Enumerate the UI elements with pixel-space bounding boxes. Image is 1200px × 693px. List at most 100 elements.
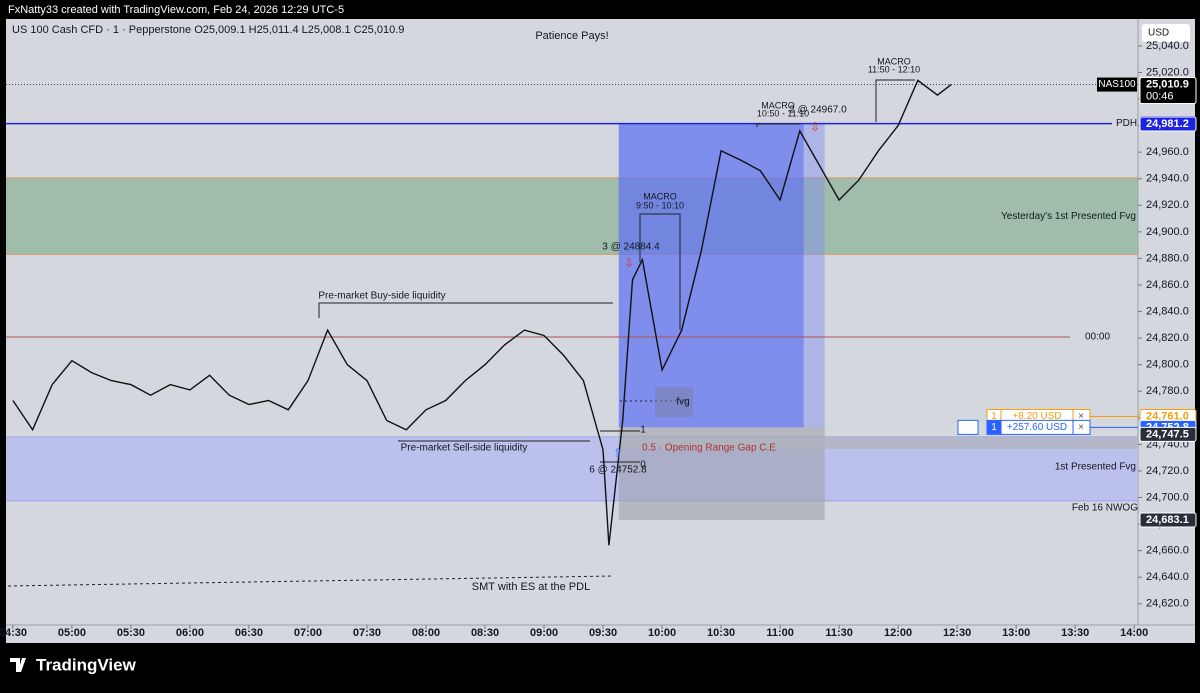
y-tick-label: 24,640.0 bbox=[1146, 571, 1189, 583]
zone-label: Yesterday's 1st Presented Fvg bbox=[1001, 211, 1136, 222]
annotation-line bbox=[318, 302, 613, 318]
y-tick-label: 24,860.0 bbox=[1146, 279, 1189, 291]
y-tick-label: 24,900.0 bbox=[1146, 226, 1189, 238]
annotation: 3 @ 24884.4 bbox=[602, 242, 660, 253]
x-tick-label: 13:30 bbox=[1061, 627, 1089, 639]
order-close[interactable]: × bbox=[1078, 422, 1084, 433]
reverse-button[interactable] bbox=[957, 419, 979, 435]
currency-box[interactable] bbox=[1142, 24, 1190, 42]
x-tick-label: 04:30 bbox=[0, 627, 27, 639]
x-tick-label: 05:30 bbox=[117, 627, 145, 639]
price-tag-label: 25,010.9 bbox=[1146, 78, 1189, 90]
order-qty[interactable]: 1 bbox=[991, 411, 997, 422]
y-tick-label: 24,820.0 bbox=[1146, 332, 1189, 344]
x-tick-label: 06:00 bbox=[176, 627, 204, 639]
x-tick-label: 12:30 bbox=[943, 627, 971, 639]
y-tick-label: 25,020.0 bbox=[1146, 66, 1189, 78]
price-tag bbox=[1139, 77, 1197, 105]
x-tick-label: 11:00 bbox=[766, 627, 794, 639]
order-pnl[interactable]: +257.60 USD bbox=[1007, 422, 1067, 433]
x-tick-label: 08:00 bbox=[412, 627, 440, 639]
order-pnl[interactable]: +8.20 USD bbox=[1012, 411, 1061, 422]
annotation: Pre-market Sell-side liquidity bbox=[401, 443, 528, 454]
order-qty[interactable]: 1 bbox=[991, 422, 997, 433]
y-tick-label: 24,720.0 bbox=[1146, 465, 1189, 477]
x-tick-label: 08:30 bbox=[471, 627, 499, 639]
order-close[interactable]: × bbox=[1078, 411, 1084, 422]
entry-arrow: ⇧ bbox=[613, 446, 623, 460]
price-tag-label: 24,747.5 bbox=[1146, 428, 1189, 440]
level-label: PDH bbox=[1116, 118, 1137, 129]
annotation: SMT with ES at the PDL bbox=[472, 581, 590, 593]
annotation-line bbox=[756, 123, 800, 127]
countdown: 00:46 bbox=[1146, 90, 1174, 102]
y-tick-label: 24,800.0 bbox=[1146, 359, 1189, 371]
x-tick-label: 11:30 bbox=[825, 627, 853, 639]
annotation: 0.5 · Opening Range Gap C.E bbox=[642, 443, 776, 454]
annotation-line bbox=[7, 575, 614, 587]
y-tick-label: 24,780.0 bbox=[1146, 385, 1189, 397]
annotation: 10:50 - 11:10 bbox=[757, 108, 809, 118]
logo-mark bbox=[10, 658, 26, 672]
x-tick-label: 10:00 bbox=[648, 627, 676, 639]
y-tick-label: 24,700.0 bbox=[1146, 491, 1189, 503]
annotation: 11:50 - 12:10 bbox=[868, 64, 920, 74]
annotation: MACRO bbox=[877, 56, 911, 66]
fvg-box bbox=[655, 387, 693, 417]
x-tick-label: 10:30 bbox=[707, 627, 735, 639]
y-tick-label: 24,620.0 bbox=[1146, 598, 1189, 610]
price-tag bbox=[1139, 426, 1197, 442]
annotation: 2 @ 24967.0 bbox=[789, 105, 847, 116]
symbol-tag bbox=[1097, 77, 1137, 92]
price-tag bbox=[1139, 512, 1197, 528]
position-target-filled bbox=[618, 123, 804, 428]
currency[interactable]: USD bbox=[1148, 28, 1169, 39]
plot: Yesterday's 1st Presented Fvg 1st Present… bbox=[6, 56, 1138, 593]
annotation: Pre-market Buy-side liquidity bbox=[318, 291, 445, 302]
annotation-line bbox=[639, 213, 681, 330]
level-label: 00:00 bbox=[1085, 332, 1110, 343]
gap-band bbox=[618, 436, 1138, 449]
exit-arrow: ⇩ bbox=[810, 120, 820, 134]
brand: TradingView bbox=[36, 655, 137, 674]
price-tag-label: 24,981.2 bbox=[1146, 118, 1189, 130]
annotation-line bbox=[875, 79, 915, 122]
x-tick-label: 05:00 bbox=[58, 627, 86, 639]
logo: TradingView bbox=[10, 655, 137, 674]
x-tick-label: 07:30 bbox=[353, 627, 381, 639]
credit: FxNatty33 created with TradingView.com, … bbox=[8, 4, 344, 16]
annotation: MACRO bbox=[643, 191, 677, 201]
zone bbox=[6, 177, 1138, 255]
y-tick-label: 25,040.0 bbox=[1146, 40, 1189, 52]
x-tick-label: 09:30 bbox=[589, 627, 617, 639]
x-tick-label: 07:00 bbox=[294, 627, 322, 639]
annotation: Feb 16 NWOG bbox=[1072, 503, 1138, 514]
legend: US 100 Cash CFD · 1 · Pepperstone O25,00… bbox=[12, 24, 404, 36]
zone-label: 1st Presented Fvg bbox=[1055, 461, 1136, 472]
price-tag bbox=[1139, 116, 1197, 132]
x-tick-label: 13:00 bbox=[1002, 627, 1030, 639]
order-close-box[interactable] bbox=[1072, 419, 1091, 435]
y-tick-label: 24,880.0 bbox=[1146, 252, 1189, 264]
annotation: 0 bbox=[640, 460, 646, 471]
chart-title: Patience Pays! bbox=[535, 30, 608, 42]
y-tick-label: 24,840.0 bbox=[1146, 305, 1189, 317]
price-tag-label: 24,761.0 bbox=[1146, 410, 1189, 422]
annotation: 6 @ 24752.8 bbox=[589, 465, 647, 476]
x-tick-label: 06:30 bbox=[235, 627, 263, 639]
exit-arrow: ⇩ bbox=[624, 256, 634, 270]
price-tag-label: 24,683.1 bbox=[1146, 514, 1189, 526]
annotation: 9:50 - 10:10 bbox=[636, 200, 684, 210]
chart-background bbox=[6, 19, 1195, 643]
x-tick-label: 14:00 bbox=[1120, 627, 1148, 639]
x-tick-label: 09:00 bbox=[530, 627, 558, 639]
y-tick-label: 24,660.0 bbox=[1146, 545, 1189, 557]
symbol-label: NAS100 bbox=[1098, 79, 1136, 90]
annotation: 1 bbox=[640, 425, 646, 436]
y-tick-label: 24,940.0 bbox=[1146, 173, 1189, 185]
y-tick-label: 24,960.0 bbox=[1146, 146, 1189, 158]
annotation-line bbox=[398, 440, 590, 442]
y-tick-label: 24,920.0 bbox=[1146, 199, 1189, 211]
